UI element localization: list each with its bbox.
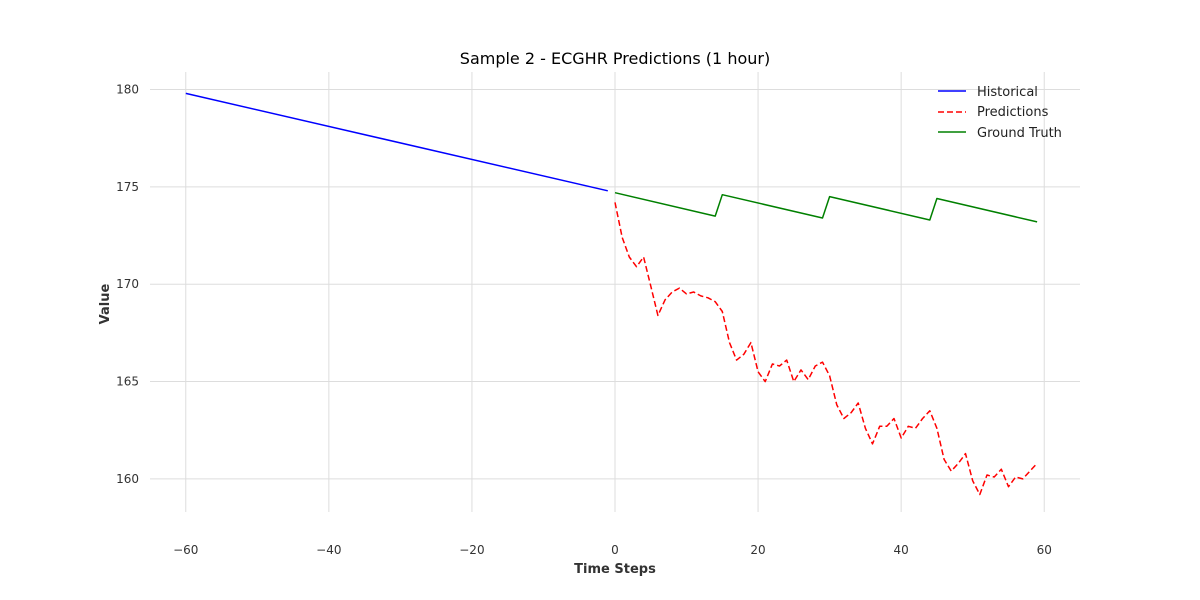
legend: Historical Predictions Ground Truth xyxy=(938,85,1062,141)
legend-label-predictions: Predictions xyxy=(977,105,1049,120)
x-tick-label: 20 xyxy=(750,543,765,557)
y-tick-label: 170 xyxy=(116,277,139,291)
y-tick-label: 180 xyxy=(116,83,139,97)
x-tick-label: 40 xyxy=(894,543,909,557)
legend-label-ground-truth: Ground Truth xyxy=(977,126,1062,141)
x-axis-label: Time Steps xyxy=(574,562,656,577)
x-tick-label: −40 xyxy=(316,543,341,557)
x-tick-label: −60 xyxy=(173,543,198,557)
series-line-ground-truth xyxy=(614,191,1038,223)
grid-layer xyxy=(150,72,1080,512)
series-layer xyxy=(185,92,1038,496)
x-tick-label: −20 xyxy=(459,543,484,557)
series-line-historical xyxy=(185,92,608,192)
chart-title: Sample 2 - ECGHR Predictions (1 hour) xyxy=(460,49,770,68)
tick-layer: −60 −40 −20 0 20 40 60 160 165 170 175 180 xyxy=(116,83,1052,557)
legend-label-historical: Historical xyxy=(977,85,1038,100)
x-tick-label: 60 xyxy=(1037,543,1052,557)
y-tick-label: 165 xyxy=(116,375,139,389)
y-axis-label: Value xyxy=(98,283,113,324)
y-tick-label: 175 xyxy=(116,180,139,194)
x-tick-label: 0 xyxy=(611,543,619,557)
series-line-predictions xyxy=(614,202,1038,496)
y-tick-label: 160 xyxy=(116,472,139,486)
